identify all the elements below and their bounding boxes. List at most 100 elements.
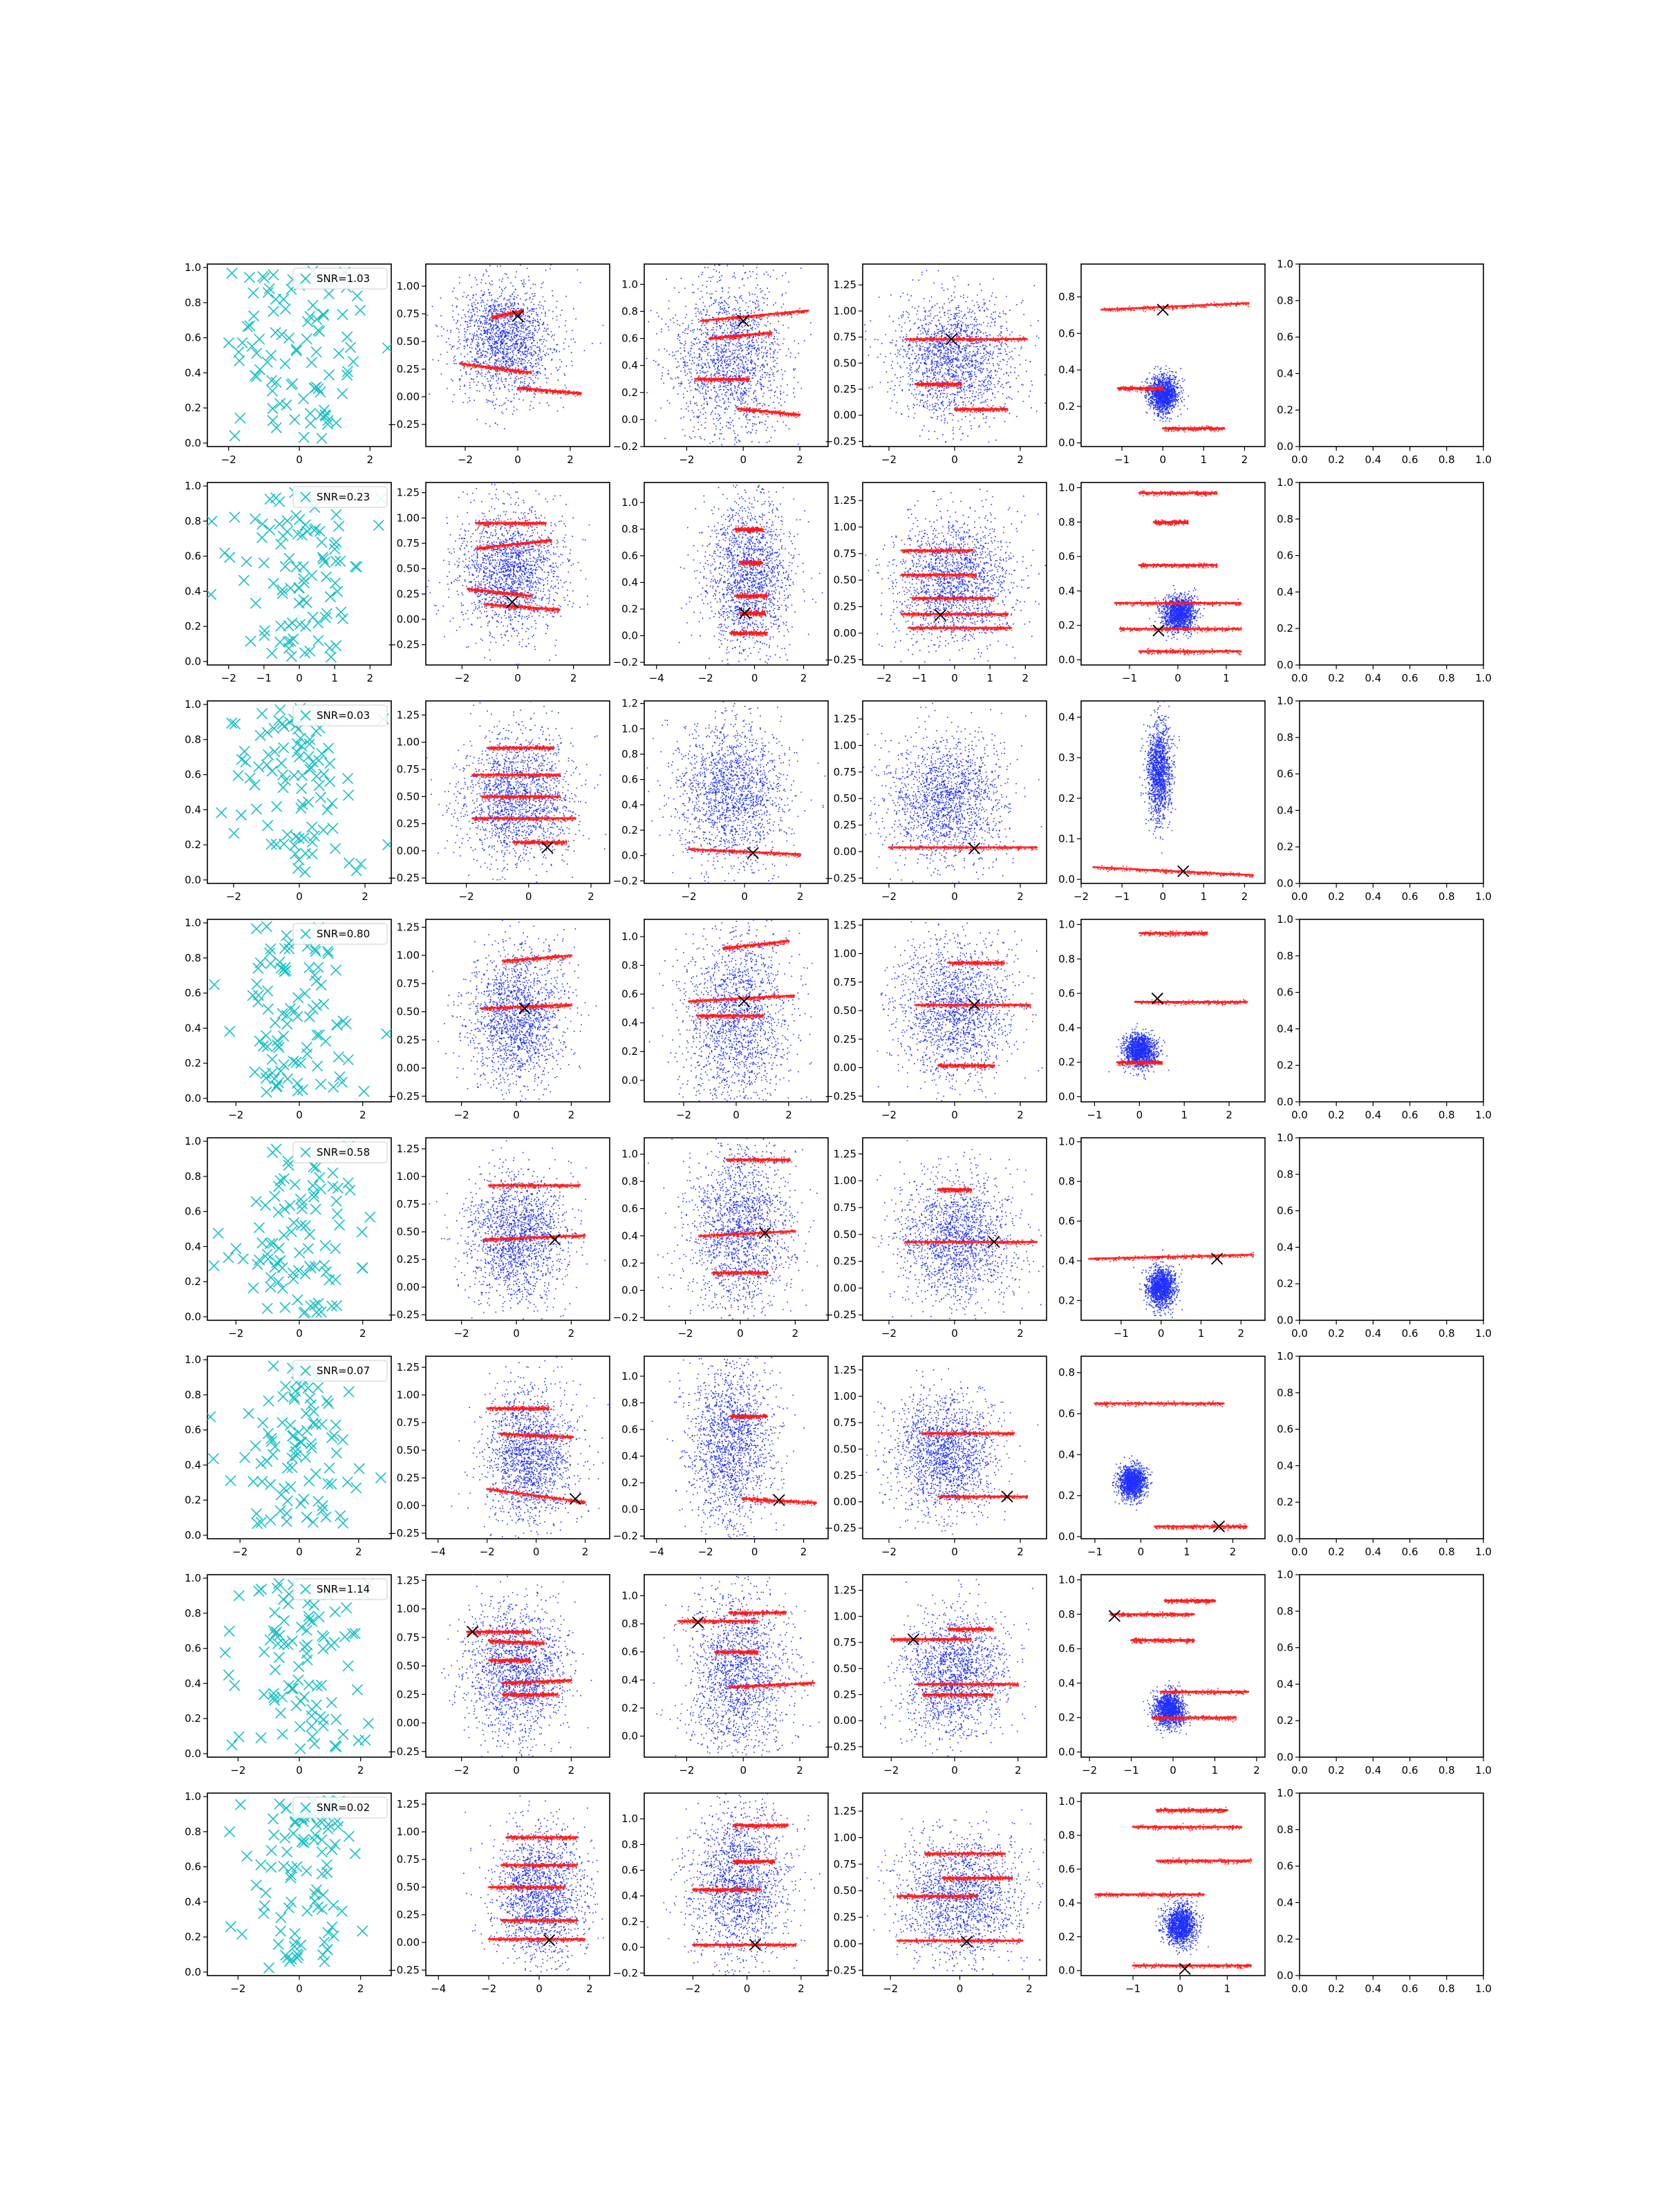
r1c2-ytick-label: 0.50 [397, 335, 420, 348]
black-x-marker [960, 1936, 973, 1948]
cyan-x-marker [299, 1451, 312, 1463]
cyan-x-marker [289, 1005, 301, 1017]
cyan-x-marker [293, 751, 306, 763]
x-marker-icon [300, 1584, 311, 1595]
cyan-x-marker [321, 1859, 332, 1871]
r5c2-ytick-label: 1.25 [397, 1143, 420, 1155]
r5c3-xtick-label: 2 [792, 1327, 799, 1340]
cyan-x-marker [283, 620, 294, 632]
r7c4-ytick-label: 0.50 [834, 1662, 856, 1675]
cyan-x-marker [364, 1211, 376, 1223]
r7c5-ytick-label: 0.0 [1058, 1746, 1075, 1759]
empty-ytick-label: 0.2 [1277, 1714, 1293, 1727]
r3c2-ytick-label: 0.75 [397, 763, 420, 776]
r7c1-ytick-label: 1.0 [185, 1572, 201, 1584]
r4c4-ytick-label: 0.00 [834, 1062, 856, 1074]
r3c4-xtick-label: 0 [951, 890, 958, 903]
cyan-x-marker [266, 1435, 278, 1447]
cyan-x-marker [276, 588, 288, 599]
r5c3-ytick-label: 0.6 [621, 1202, 638, 1215]
r3c4-ytick-label: −0.25 [825, 872, 856, 884]
r2c4-xtick-label: 1 [986, 672, 993, 684]
empty-ytick-label: 0.6 [1277, 1860, 1293, 1873]
cyan-x-marker [341, 369, 353, 381]
r4c1-ytick-label: 1.0 [185, 917, 201, 929]
r6c3-points [651, 1356, 817, 1539]
r1c5-ytick-label: 0.8 [1058, 291, 1075, 303]
r6c1-ytick-label: 1.0 [185, 1353, 201, 1366]
r2c1-points [207, 487, 387, 663]
legend-box [292, 923, 388, 945]
cyan-x-marker [343, 1386, 355, 1398]
r2c1-xtick-label: −1 [256, 672, 272, 684]
cyan-x-marker [283, 1902, 294, 1914]
r6c1-ytick-label: 0.2 [185, 1494, 201, 1506]
cyan-x-marker [260, 1067, 272, 1080]
r5c1-xtick-label: −2 [228, 1327, 243, 1340]
r5c2-ytick-label: −0.25 [388, 1309, 420, 1321]
x-marker-icon [300, 1365, 311, 1376]
r6c2-xtick-label: −4 [431, 1546, 446, 1558]
empty-ytick-label: 0.6 [1277, 331, 1293, 344]
r1c3-xtick-label: −2 [679, 453, 694, 466]
r2c3-ytick-label: 0.0 [621, 630, 638, 642]
r5c1-xtick-label: 2 [359, 1327, 366, 1340]
r5c5-ytick-label: 0.4 [1058, 1255, 1075, 1267]
cyan-x-marker [258, 1689, 270, 1700]
cyan-x-marker [309, 944, 321, 955]
r3c3-xtick-label: 0 [741, 890, 748, 903]
cyan-x-marker [276, 1728, 288, 1740]
cyan-x-marker [308, 1600, 320, 1611]
cyan-x-marker [341, 773, 354, 785]
empty-ytick-label: 0.2 [1277, 1933, 1293, 1945]
x-marker-icon [300, 273, 311, 284]
cyan-x-marker [279, 1832, 291, 1844]
empty-ytick-label: 1.0 [1277, 695, 1293, 707]
cyan-x-marker [281, 1508, 292, 1519]
empty-axis-frame [1299, 482, 1484, 666]
cyan-x-marker [373, 519, 384, 531]
cyan-x-marker [274, 1255, 286, 1266]
empty-ytick-label: 0.6 [1277, 1642, 1293, 1654]
r5c5-xtick-label: −1 [1114, 1327, 1129, 1340]
cyan-x-marker [229, 430, 241, 442]
cyan-x-marker [312, 617, 324, 629]
cyan-x-marker [306, 836, 318, 848]
cyan-x-marker [265, 1272, 277, 1284]
blue-scatter-points [863, 702, 1042, 883]
subplot-r8-c3: −2 0 2 −0.2 0.0 0.2 0.4 0.6 0.8 1.0 [613, 1792, 829, 1995]
cyan-x-marker [262, 1003, 274, 1015]
empty-ytick-label: 0.4 [1277, 1678, 1293, 1690]
cyan-x-marker [342, 1660, 354, 1672]
r3c5-xtick-label: −1 [1114, 890, 1130, 903]
cyan-x-marker [295, 1057, 307, 1069]
black-x-marker [945, 332, 957, 346]
r2c3-ytick-label: 0.8 [621, 523, 638, 535]
cyan-x-marker [335, 606, 347, 618]
subplot-row-7: −2 0 2 0.0 0.2 0.4 0.6 0.8 1.0 SNR=1.14 −2 0 2 −0.25 0… [185, 1568, 1492, 1777]
r2c3-ytick-label: 0.2 [621, 603, 638, 615]
r4c4-points [863, 919, 1047, 1102]
cyan-x-marker [288, 1828, 299, 1839]
cyan-x-marker [313, 1611, 325, 1623]
subplot-r6-c5: −1 0 1 2 0.0 0.2 0.4 0.6 0.8 [1058, 1356, 1266, 1558]
r7c4-ytick-label: 0.25 [834, 1688, 856, 1700]
r8c4-ytick-label: 1.00 [834, 1831, 856, 1844]
cyan-x-marker [283, 332, 295, 344]
subplot-r6-c3: −4 −2 0 2 −0.2 0.0 0.2 0.4 0.6 0.8 1.0 [613, 1356, 829, 1558]
r3c5-frame [1080, 700, 1266, 884]
r2c1-xtick-label: 0 [296, 672, 303, 684]
r2c2-ytick-label: 0.75 [397, 537, 420, 550]
cyan-x-marker [325, 651, 337, 663]
cyan-x-marker [223, 1625, 235, 1637]
cyan-x-marker [281, 399, 292, 411]
legend-box [292, 1360, 388, 1382]
cyan-x-marker [259, 625, 270, 637]
cyan-x-marker [281, 1009, 292, 1022]
cyan-x-marker [273, 1242, 285, 1254]
cyan-x-marker [262, 985, 274, 997]
r1c1-ytick-label: 0.4 [185, 366, 201, 379]
blue-scatter-points [432, 919, 597, 1102]
r2c1-xtick-label: 1 [331, 672, 338, 684]
legend-box [292, 1797, 388, 1819]
